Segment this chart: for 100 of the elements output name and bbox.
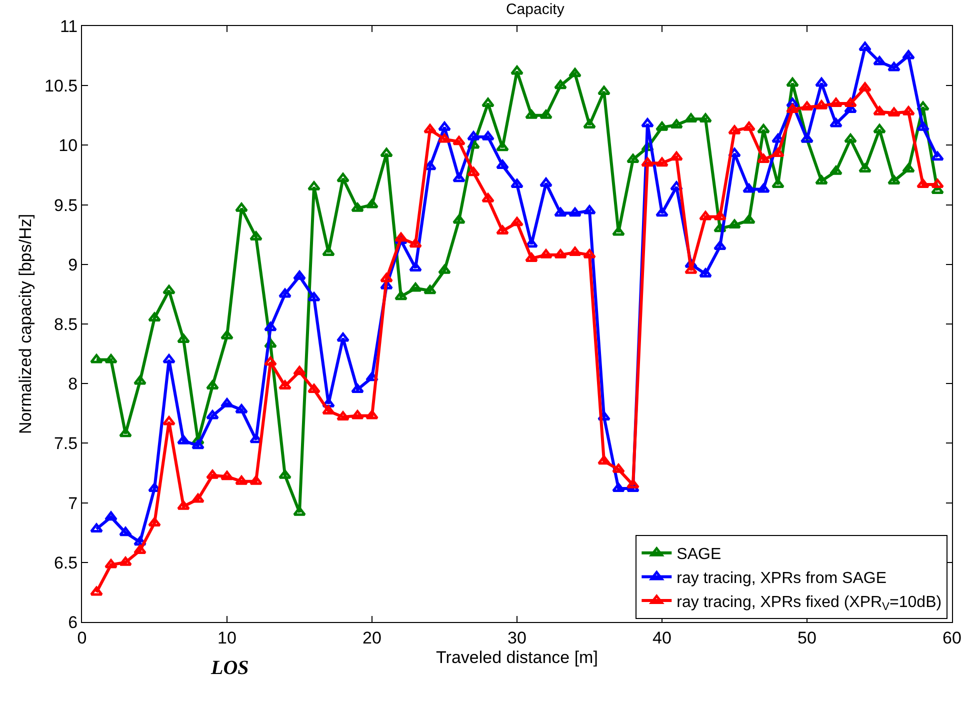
point xyxy=(742,184,756,193)
point xyxy=(583,249,596,258)
x-tick-label: 0 xyxy=(77,628,87,648)
point xyxy=(902,163,915,173)
point xyxy=(583,119,596,128)
point xyxy=(90,354,103,364)
point xyxy=(424,284,436,294)
point xyxy=(496,160,509,169)
point xyxy=(815,77,828,87)
point xyxy=(554,249,567,258)
point xyxy=(670,151,683,161)
point xyxy=(583,205,596,214)
point xyxy=(308,181,320,190)
y-tick-label: 9.5 xyxy=(54,196,78,215)
point xyxy=(394,232,408,242)
point xyxy=(786,104,799,113)
point xyxy=(380,272,393,282)
y-tick-label: 10.5 xyxy=(44,76,78,96)
x-tick-label: 20 xyxy=(362,628,382,648)
point xyxy=(467,166,480,176)
y-tick-label: 8.5 xyxy=(54,314,78,334)
point xyxy=(916,178,930,188)
point xyxy=(626,154,640,163)
y-axis-title: Normalized capacity [bps/Hz] xyxy=(16,214,36,434)
point xyxy=(858,82,872,92)
point xyxy=(104,354,118,364)
point xyxy=(336,172,350,182)
point xyxy=(452,136,466,146)
point xyxy=(540,249,552,258)
point xyxy=(902,106,915,116)
point xyxy=(699,268,712,278)
point xyxy=(858,42,872,51)
point xyxy=(844,133,857,143)
point xyxy=(815,175,828,184)
x-tick-label: 10 xyxy=(218,628,236,648)
point xyxy=(742,214,756,224)
y-tick-label: 9 xyxy=(68,255,78,274)
point xyxy=(931,178,944,188)
point xyxy=(293,506,306,516)
point xyxy=(177,334,190,343)
point xyxy=(598,86,610,96)
point xyxy=(235,202,248,212)
text: LOS xyxy=(210,657,249,679)
point xyxy=(438,122,451,131)
point xyxy=(206,470,219,479)
point xyxy=(104,511,118,521)
point xyxy=(888,62,900,72)
point xyxy=(540,110,552,119)
y-tick-label: 7.5 xyxy=(54,434,78,454)
point xyxy=(206,410,219,420)
point xyxy=(554,207,567,217)
point xyxy=(220,470,234,480)
point xyxy=(757,124,770,134)
point xyxy=(482,98,494,107)
point xyxy=(612,464,625,473)
point xyxy=(220,330,234,340)
point xyxy=(641,157,654,167)
legend-label: ray tracing, XPRs from SAGE xyxy=(676,570,886,587)
point xyxy=(510,178,524,188)
point xyxy=(815,100,828,110)
point xyxy=(568,68,582,78)
point xyxy=(830,118,842,128)
x-tick-label: 40 xyxy=(652,628,672,648)
point xyxy=(772,148,784,158)
point xyxy=(104,559,118,568)
point xyxy=(931,151,944,161)
point xyxy=(409,238,422,248)
y-tick-label: 10 xyxy=(58,136,78,156)
chart-title: Capacity xyxy=(506,1,565,18)
point xyxy=(134,544,146,554)
point xyxy=(206,380,219,390)
point xyxy=(888,107,900,117)
y-tick-label: 8 xyxy=(68,374,78,394)
point xyxy=(873,106,886,116)
point xyxy=(452,172,466,182)
point xyxy=(728,125,741,134)
point xyxy=(496,225,509,235)
point xyxy=(830,98,842,107)
point xyxy=(800,101,814,111)
point xyxy=(177,435,190,444)
x-axis-title: Traveled distance [m] xyxy=(436,648,598,667)
point xyxy=(366,410,378,420)
point xyxy=(467,131,480,140)
point xyxy=(656,207,668,217)
point xyxy=(162,354,176,364)
point xyxy=(308,384,320,394)
point xyxy=(366,199,378,208)
point xyxy=(409,262,422,272)
point xyxy=(482,131,494,140)
point xyxy=(148,312,161,322)
point xyxy=(162,416,176,426)
legend-label: ray tracing, XPRs fixed (XPR$_{V}$=10dB) xyxy=(676,594,942,614)
y-tick-label: 11 xyxy=(60,16,78,36)
point xyxy=(525,110,538,119)
legend-label: SAGE xyxy=(676,546,722,564)
point xyxy=(714,240,726,250)
point xyxy=(525,252,538,262)
point xyxy=(134,375,146,385)
point xyxy=(568,246,582,256)
point xyxy=(409,282,422,292)
